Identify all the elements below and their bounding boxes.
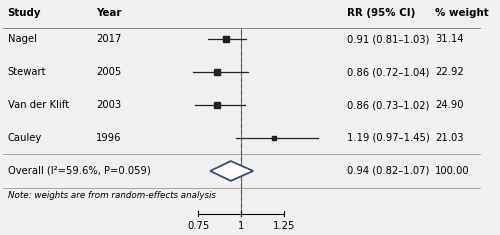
Polygon shape — [210, 161, 253, 181]
Text: 0.91 (0.81–1.03): 0.91 (0.81–1.03) — [346, 34, 429, 44]
Text: 0.86 (0.72–1.04): 0.86 (0.72–1.04) — [346, 67, 429, 77]
Text: Van der Klift: Van der Klift — [8, 100, 68, 110]
Text: % weight: % weight — [435, 8, 488, 18]
Text: 0.75: 0.75 — [187, 221, 210, 231]
Text: 1.25: 1.25 — [273, 221, 295, 231]
Text: Year: Year — [96, 8, 122, 18]
Text: 2003: 2003 — [96, 100, 121, 110]
Text: Cauley: Cauley — [8, 133, 42, 143]
Text: RR (95% CI): RR (95% CI) — [346, 8, 415, 18]
Text: Note: weights are from random-effects analysis: Note: weights are from random-effects an… — [8, 191, 216, 200]
Text: Nagel: Nagel — [8, 34, 36, 44]
Text: 1996: 1996 — [96, 133, 122, 143]
Text: 24.90: 24.90 — [435, 100, 464, 110]
Text: 31.14: 31.14 — [435, 34, 464, 44]
Text: 0.86 (0.73–1.02): 0.86 (0.73–1.02) — [346, 100, 429, 110]
Text: 100.00: 100.00 — [435, 166, 470, 176]
Text: 0.94 (0.82–1.07): 0.94 (0.82–1.07) — [346, 166, 429, 176]
Text: Study: Study — [8, 8, 41, 18]
Text: 1: 1 — [238, 221, 244, 231]
Text: 22.92: 22.92 — [435, 67, 464, 77]
Text: Overall (I²=59.6%, P=0.059): Overall (I²=59.6%, P=0.059) — [8, 166, 150, 176]
Text: Stewart: Stewart — [8, 67, 46, 77]
Text: 1.19 (0.97–1.45): 1.19 (0.97–1.45) — [346, 133, 430, 143]
Text: 21.03: 21.03 — [435, 133, 464, 143]
Text: 2017: 2017 — [96, 34, 122, 44]
Text: 2005: 2005 — [96, 67, 121, 77]
